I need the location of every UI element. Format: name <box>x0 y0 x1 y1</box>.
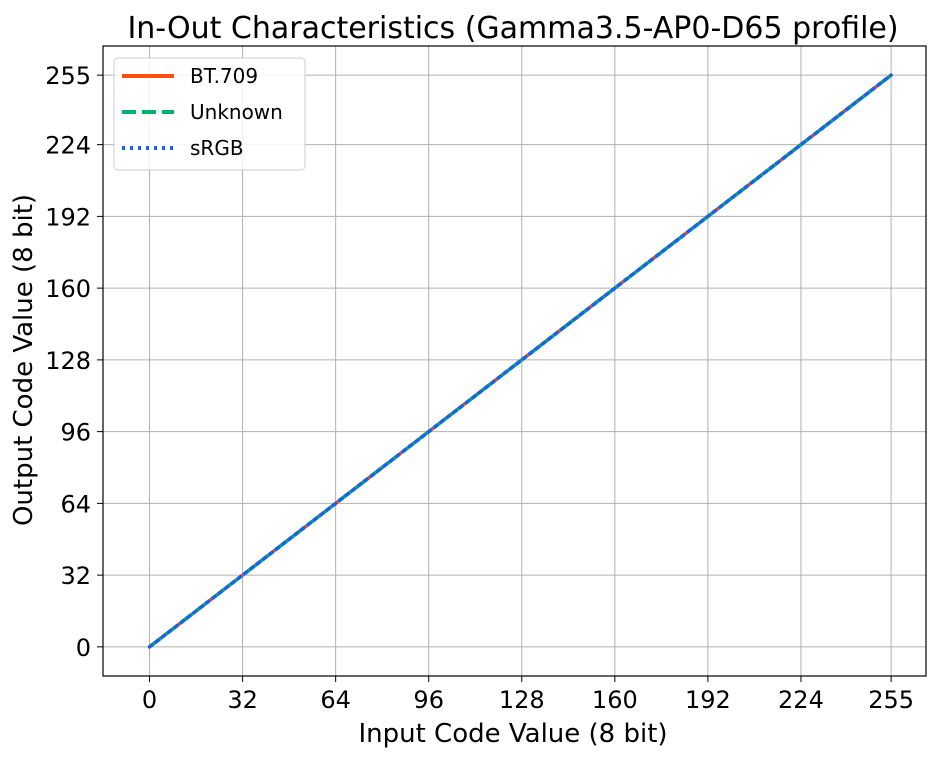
x-tick-label: 64 <box>320 686 351 714</box>
x-tick-label: 0 <box>142 686 157 714</box>
series-line <box>147 73 893 649</box>
legend-label: sRGB <box>190 136 244 160</box>
y-tick-label: 0 <box>76 634 91 662</box>
y-axis-label: Output Code Value (8 bit) <box>9 194 39 526</box>
series-lines <box>147 73 893 649</box>
x-axis-ticks: 0 32 64 96 128 160 192 224 255 <box>142 676 914 714</box>
x-tick-label: 255 <box>868 686 914 714</box>
y-axis-ticks: 0 32 64 96 128 160 192 224 255 <box>45 62 103 662</box>
legend-box <box>113 57 306 171</box>
x-axis-label: Input Code Value (8 bit) <box>358 719 667 749</box>
y-tick-label: 255 <box>45 62 91 90</box>
y-tick-label: 96 <box>60 419 91 447</box>
x-tick-label: 128 <box>499 686 545 714</box>
plot-area-frame <box>102 45 927 677</box>
x-tick-label: 96 <box>413 686 444 714</box>
x-tick-label: 192 <box>685 686 731 714</box>
x-tick-label: 160 <box>592 686 638 714</box>
y-tick-label: 224 <box>45 132 91 160</box>
legend-label: Unknown <box>190 100 283 124</box>
y-tick-label: 32 <box>60 562 91 590</box>
y-tick-label: 64 <box>60 490 91 518</box>
y-tick-label: 160 <box>45 275 91 303</box>
y-tick-label: 128 <box>45 347 91 375</box>
y-tick-label: 192 <box>45 203 91 231</box>
x-tick-label: 32 <box>227 686 258 714</box>
chart-title: In-Out Characteristics (Gamma3.5-AP0-D65… <box>127 11 898 46</box>
legend-label: BT.709 <box>190 64 258 88</box>
legend: BT.709 Unknown sRGB <box>113 57 306 171</box>
x-tick-label: 224 <box>778 686 824 714</box>
